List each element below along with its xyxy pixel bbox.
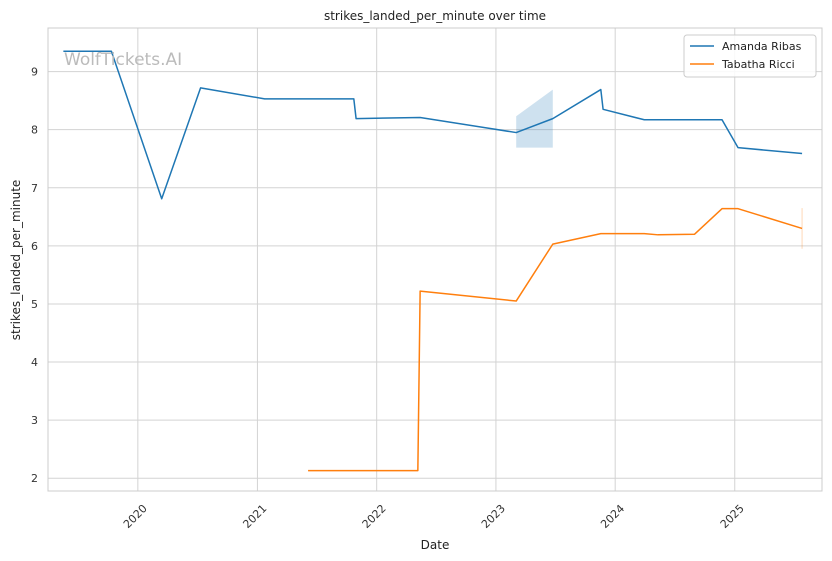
- chart-title: strikes_landed_per_minute over time: [324, 9, 546, 23]
- y-tick-label: 2: [31, 472, 38, 485]
- plot-frame: [47, 27, 823, 492]
- watermark: WolfTickets.AI: [64, 50, 182, 70]
- y-tick-labels: 2 3 4 5 6 7 8 9: [31, 66, 38, 486]
- y-tick-label: 8: [31, 124, 38, 137]
- y-tick-label: 9: [31, 66, 38, 79]
- legend-label: Tabatha Ricci: [721, 58, 795, 71]
- legend: Amanda Ribas Tabatha Ricci: [683, 34, 817, 78]
- y-tick-label: 4: [31, 356, 38, 369]
- series-lines: [63, 50, 803, 472]
- legend-label: Amanda Ribas: [722, 40, 802, 53]
- y-tick-label: 6: [31, 240, 38, 253]
- grid: [48, 28, 822, 491]
- y-axis-title: strikes_landed_per_minute: [9, 180, 23, 341]
- legend-frame: [683, 34, 817, 78]
- y-tick-label: 3: [31, 414, 38, 427]
- series-line-0: [63, 50, 803, 200]
- confidence-band-0: [516, 89, 553, 148]
- y-tick-label: 7: [31, 182, 38, 195]
- series-line-1: [308, 207, 803, 472]
- x-axis-title: Date: [421, 538, 450, 552]
- y-tick-label: 5: [31, 298, 38, 311]
